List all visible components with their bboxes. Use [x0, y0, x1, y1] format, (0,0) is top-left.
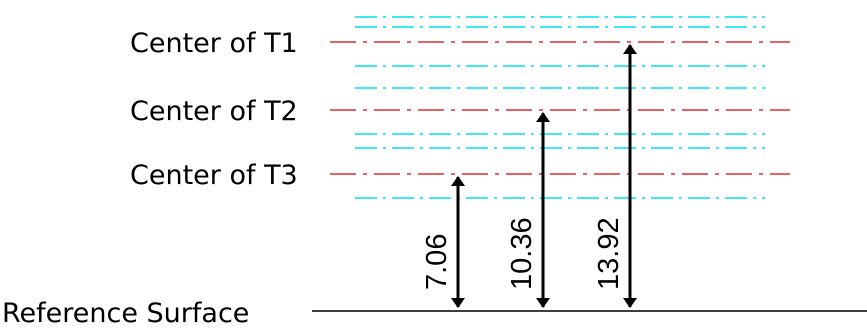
label-reference-surface: Reference Surface	[2, 298, 249, 328]
label-center-t1: Center of T1	[130, 28, 298, 59]
label-center-t2: Center of T2	[130, 96, 298, 127]
label-center-t3: Center of T3	[130, 160, 298, 191]
dimension-arrows	[451, 44, 637, 308]
dimension-value-t1: 13.92	[593, 217, 625, 290]
center-lines	[330, 41, 790, 175]
dimension-value-t2: 10.36	[506, 217, 538, 290]
boundary-lines	[355, 16, 765, 199]
dimension-value-t3: 7.06	[421, 234, 453, 290]
